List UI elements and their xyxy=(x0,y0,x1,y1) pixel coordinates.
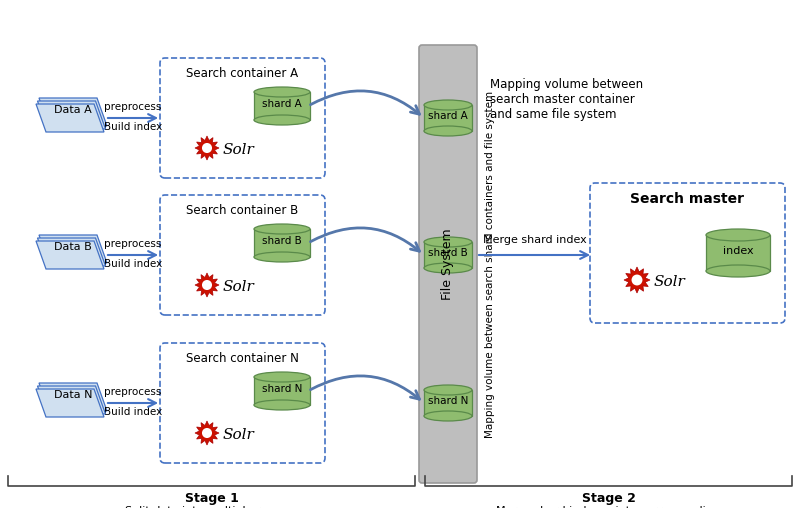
Polygon shape xyxy=(39,235,107,263)
Text: Merge shard index: Merge shard index xyxy=(482,235,586,245)
Ellipse shape xyxy=(424,100,472,110)
Text: Search container A: Search container A xyxy=(186,67,298,80)
Polygon shape xyxy=(38,101,106,129)
Polygon shape xyxy=(39,383,107,411)
Polygon shape xyxy=(38,386,106,414)
Ellipse shape xyxy=(424,411,472,421)
Ellipse shape xyxy=(254,87,310,97)
Polygon shape xyxy=(195,136,219,160)
Text: Mapping volume between
search master container
and same file system: Mapping volume between search master con… xyxy=(490,78,643,121)
Text: Stage 1: Stage 1 xyxy=(185,492,238,505)
Text: Split data into multiple ranges,
parallel index data into each shard: Split data into multiple ranges, paralle… xyxy=(114,506,309,508)
Ellipse shape xyxy=(254,372,310,382)
Ellipse shape xyxy=(706,265,770,277)
Text: Search container B: Search container B xyxy=(186,204,298,217)
Text: index: index xyxy=(722,246,754,256)
Bar xyxy=(424,105,472,131)
Polygon shape xyxy=(36,389,104,417)
Text: Data B: Data B xyxy=(54,242,92,252)
Polygon shape xyxy=(36,104,104,132)
Ellipse shape xyxy=(254,252,310,262)
Ellipse shape xyxy=(424,126,472,136)
Text: Build index: Build index xyxy=(104,259,162,269)
Bar xyxy=(424,390,472,416)
Text: shard N: shard N xyxy=(428,396,468,406)
Ellipse shape xyxy=(254,224,310,234)
Ellipse shape xyxy=(254,115,310,125)
Text: shard N: shard N xyxy=(262,384,302,394)
Text: Solr: Solr xyxy=(223,428,254,442)
Bar xyxy=(706,235,770,271)
Polygon shape xyxy=(624,267,650,293)
Text: Build index: Build index xyxy=(104,407,162,417)
Bar xyxy=(254,377,310,405)
Text: Solr: Solr xyxy=(223,280,254,294)
Text: shard B: shard B xyxy=(262,236,302,246)
Text: Data N: Data N xyxy=(54,390,92,400)
Bar xyxy=(254,92,310,120)
FancyBboxPatch shape xyxy=(419,45,477,483)
Polygon shape xyxy=(38,238,106,266)
Text: shard B: shard B xyxy=(428,248,468,258)
Circle shape xyxy=(631,274,642,285)
Text: Search master: Search master xyxy=(630,192,745,206)
Bar xyxy=(424,242,472,268)
Polygon shape xyxy=(36,241,104,269)
Text: Solr: Solr xyxy=(223,143,254,157)
Text: Search container N: Search container N xyxy=(186,352,299,365)
Ellipse shape xyxy=(424,237,472,247)
Bar xyxy=(254,229,310,257)
Circle shape xyxy=(202,428,212,438)
Ellipse shape xyxy=(424,263,472,273)
Circle shape xyxy=(202,143,212,153)
Text: Solr: Solr xyxy=(654,275,686,289)
Polygon shape xyxy=(195,273,219,297)
Polygon shape xyxy=(195,421,219,445)
Text: Merge shard indexes into corresponding
search master index core: Merge shard indexes into corresponding s… xyxy=(497,506,721,508)
Text: preprocess: preprocess xyxy=(104,102,162,112)
Text: Data A: Data A xyxy=(54,105,92,115)
Text: Build index: Build index xyxy=(104,122,162,132)
Text: preprocess: preprocess xyxy=(104,239,162,249)
Ellipse shape xyxy=(706,229,770,241)
Circle shape xyxy=(202,280,212,290)
Ellipse shape xyxy=(424,385,472,395)
Text: preprocess: preprocess xyxy=(104,387,162,397)
Text: File System: File System xyxy=(442,228,454,300)
Text: Stage 2: Stage 2 xyxy=(582,492,635,505)
Ellipse shape xyxy=(254,400,310,410)
Polygon shape xyxy=(39,98,107,126)
Text: shard A: shard A xyxy=(428,111,468,121)
Text: shard A: shard A xyxy=(262,99,302,109)
Text: Mapping volume between search shard containers and file system: Mapping volume between search shard cont… xyxy=(485,90,495,437)
